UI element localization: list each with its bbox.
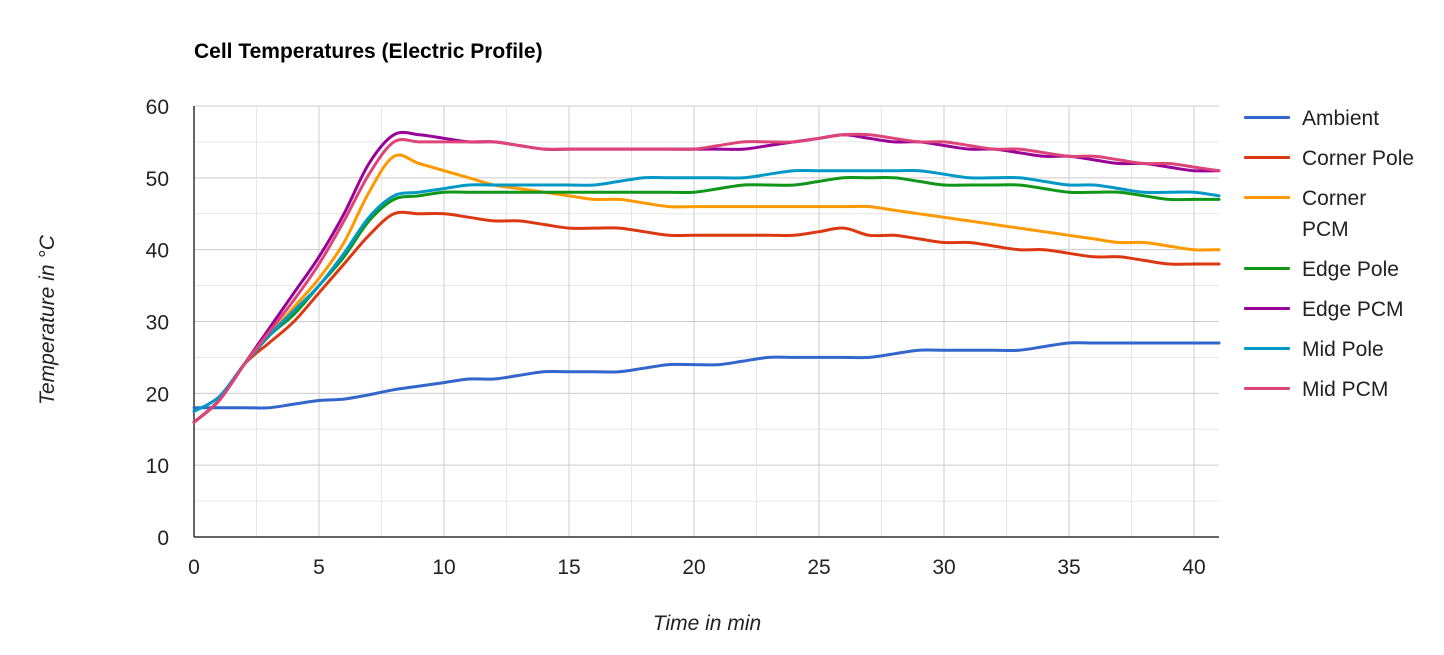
legend-item-mid-pole: Mid Pole: [1244, 334, 1444, 365]
legend-swatch: [1244, 156, 1290, 159]
legend-swatch: [1244, 307, 1290, 310]
x-tick-label: 0: [188, 556, 200, 579]
x-tick-label: 5: [313, 556, 325, 579]
x-tick-label: 30: [932, 556, 955, 579]
chart-title: Cell Temperatures (Electric Profile): [194, 40, 543, 63]
x-axis-title: Time in min: [652, 612, 762, 635]
y-axis-title: Temperature in °C: [36, 235, 59, 405]
legend-item-ambient: Ambient: [1244, 103, 1444, 134]
series-line-mid-pole: [192, 168, 1221, 413]
series-line-edge-pcm: [192, 130, 1221, 424]
y-tick-label: 50: [146, 168, 169, 191]
legend-swatch: [1244, 267, 1290, 270]
x-tick-label: 15: [557, 556, 580, 579]
x-tick-label: 35: [1057, 556, 1080, 579]
legend-item-edge-pcm: Edge PCM: [1244, 294, 1444, 325]
x-tick-label: 20: [682, 556, 705, 579]
y-tick-label: 40: [146, 240, 169, 263]
y-tick-label: 20: [146, 383, 169, 406]
legend-label: Corner PCM: [1302, 187, 1367, 241]
y-tick-label: 60: [146, 96, 169, 119]
x-tick-label: 40: [1182, 556, 1205, 579]
legend-label: Edge Pole: [1302, 258, 1399, 281]
y-tick-label: 30: [146, 312, 169, 335]
legend-item-edge-pole: Edge Pole: [1244, 254, 1444, 285]
legend-swatch: [1244, 387, 1290, 390]
legend-label: Edge PCM: [1302, 298, 1404, 321]
x-tick-label: 25: [807, 556, 830, 579]
legend-swatch: [1244, 116, 1290, 119]
legend-item-corner-pcm: Corner PCM: [1244, 183, 1444, 245]
y-tick-label: 10: [146, 455, 169, 478]
legend-item-corner-pole: Corner Pole: [1244, 143, 1444, 174]
legend-label: Mid Pole: [1302, 338, 1384, 361]
x-tick-label: 10: [432, 556, 455, 579]
series-line-mid-pcm: [192, 132, 1221, 424]
legend-swatch: [1244, 196, 1290, 199]
series-line-corner-pole: [192, 210, 1221, 424]
chart-legend: Ambient Corner Pole Corner PCM Edge Pole Edg…: [1244, 103, 1444, 414]
legend-label: Ambient: [1302, 107, 1380, 130]
legend-item-mid-pcm: Mid PCM: [1244, 374, 1444, 405]
y-tick-label: 0: [157, 527, 169, 550]
series-line-edge-pole: [192, 176, 1221, 424]
series-line-corner-pcm: [192, 153, 1221, 424]
legend-label: Corner Pole: [1302, 147, 1415, 170]
legend-label: Mid PCM: [1302, 378, 1389, 401]
legend-swatch: [1244, 347, 1290, 350]
series-line-ambient: [192, 341, 1221, 410]
